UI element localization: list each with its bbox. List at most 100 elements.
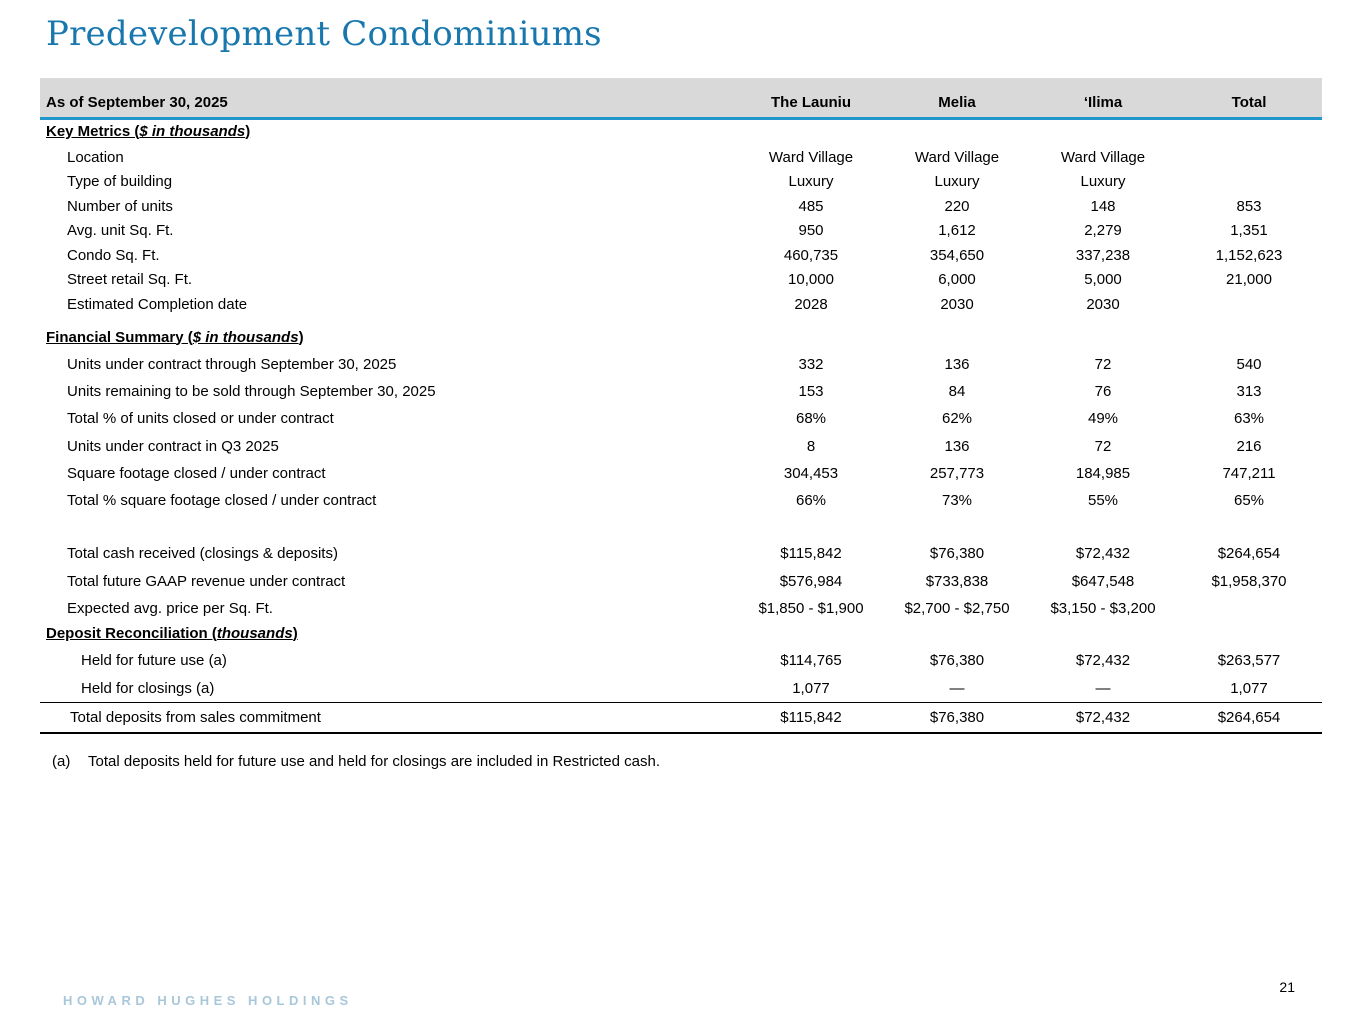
cell-value: 460,735 (783, 246, 839, 264)
cell-value: $72,432 (1075, 545, 1131, 563)
table-row: Estimated Completion date 2028 2030 2030 (40, 292, 1322, 317)
cell-value: Ward Village (914, 148, 1000, 166)
cell-value: $72,432 (1075, 652, 1131, 670)
cell-value: $1,958,370 (1211, 572, 1287, 590)
cell-value: 49% (1087, 410, 1119, 428)
cell-value: Ward Village (768, 148, 854, 166)
table-row: Location Ward Village Ward Village Ward … (40, 145, 1322, 170)
cell-value: $1,850 - $1,900 (758, 600, 864, 618)
row-label: Condo Sq. Ft. (67, 246, 160, 264)
row-label: Total % of units closed or under contrac… (67, 410, 334, 428)
cell-value: $115,842 (780, 545, 842, 563)
cell-value: 55% (1087, 492, 1119, 510)
cell-value: 84 (948, 382, 966, 400)
table-row: Total % square footage closed / under co… (40, 487, 1322, 514)
cell-value: $576,984 (779, 572, 843, 590)
section-heading-financial-summary: Financial Summary ($ in thousands) (40, 326, 1322, 351)
heading-italic-text: $ in thousands (139, 123, 246, 140)
cell-value: 68% (795, 410, 827, 428)
cell-value: 1,077 (1230, 679, 1268, 697)
cell-value: 950 (798, 222, 824, 240)
section-deposit-reconciliation: Deposit Reconciliation (thousands) Held … (40, 622, 1322, 734)
cell-value: 1,152,623 (1215, 246, 1283, 264)
cell-value: 2030 (940, 295, 974, 313)
column-header-melia: Melia (938, 94, 976, 111)
cell-value: 136 (944, 355, 970, 373)
cell-value: Luxury (788, 173, 834, 191)
cell-value: 337,238 (1075, 246, 1131, 264)
cell-value: 21,000 (1226, 271, 1272, 289)
column-header-ilima: ‘Ilima (1083, 94, 1123, 111)
row-label: Street retail Sq. Ft. (67, 271, 193, 289)
table-row: Units under contract in Q3 2025 8 136 72… (40, 432, 1322, 459)
row-label: Location (67, 148, 124, 166)
row-label: Estimated Completion date (67, 295, 248, 313)
footnote: (a) Total deposits held for future use a… (52, 753, 660, 770)
cell-value: $647,548 (1071, 572, 1135, 590)
cell-value: 540 (1236, 355, 1262, 373)
table-row: Condo Sq. Ft. 460,735 354,650 337,238 1,… (40, 243, 1322, 268)
row-label: Expected avg. price per Sq. Ft. (67, 600, 273, 618)
cell-value: 1,077 (792, 679, 830, 697)
row-label: Total future GAAP revenue under contract (67, 572, 346, 590)
footnote-text: Total deposits held for future use and h… (88, 753, 660, 770)
table-row: Units remaining to be sold through Septe… (40, 378, 1322, 405)
table-row: Expected avg. price per Sq. Ft. $1,850 -… (40, 595, 1322, 622)
row-label: Number of units (67, 197, 173, 215)
cell-value: 853 (1236, 197, 1262, 215)
heading-text: Key Metrics ( (46, 123, 140, 140)
row-label: Avg. unit Sq. Ft. (67, 222, 174, 240)
cell-value: 72 (1094, 355, 1112, 373)
cell-value: $72,432 (1075, 708, 1131, 726)
cell-value: 1,612 (938, 222, 976, 240)
row-label: Held for future use (a) (81, 652, 227, 670)
table-row: Held for future use (a) $114,765 $76,380… (40, 647, 1322, 674)
section-key-metrics: Key Metrics ($ in thousands) Location Wa… (40, 120, 1322, 317)
section-financial-summary: Financial Summary ($ in thousands) Units… (40, 326, 1322, 623)
cell-value: 304,453 (783, 464, 839, 482)
heading-italic-text: $ in thousands (192, 328, 299, 346)
cell-value: — (1095, 679, 1111, 697)
table-row: Total % of units closed or under contrac… (40, 405, 1322, 432)
cell-value: Luxury (934, 173, 980, 191)
cell-value: 354,650 (929, 246, 985, 264)
heading-italic-text: thousands (216, 625, 293, 643)
cell-value: 257,773 (929, 464, 985, 482)
column-header-the-launiu: The Launiu (771, 94, 851, 111)
cell-value: $264,654 (1217, 545, 1281, 563)
cell-value: 2,279 (1084, 222, 1122, 240)
cell-value: 332 (798, 355, 824, 373)
table-row: Street retail Sq. Ft. 10,000 6,000 5,000… (40, 268, 1322, 293)
table-row-total: Total deposits from sales commitment $11… (40, 701, 1322, 734)
cell-value: 1,351 (1230, 222, 1268, 240)
row-label: Total cash received (closings & deposits… (67, 545, 338, 563)
row-label: Total % square footage closed / under co… (67, 492, 377, 510)
cell-value: — (949, 679, 965, 697)
heading-text: ) (292, 625, 298, 643)
cell-value: $264,654 (1217, 708, 1281, 726)
table-row: Held for closings (a) 1,077 — — 1,077 (40, 674, 1322, 701)
cell-value: 63% (1233, 410, 1265, 428)
cell-value: 2028 (794, 295, 828, 313)
cell-value: 62% (941, 410, 973, 428)
cell-value: 747,211 (1222, 464, 1276, 482)
cell-value: 2030 (1086, 295, 1120, 313)
table-row: Avg. unit Sq. Ft. 950 1,612 2,279 1,351 (40, 219, 1322, 244)
heading-text: ) (245, 123, 251, 140)
cell-value: 10,000 (788, 271, 834, 289)
row-label: Units remaining to be sold through Septe… (67, 382, 436, 400)
cell-value: 73% (941, 492, 973, 510)
row-label: Square footage closed / under contract (67, 464, 326, 482)
heading-text: Deposit Reconciliation ( (46, 625, 217, 643)
cell-value: 313 (1236, 382, 1262, 400)
row-label: Type of building (67, 173, 173, 191)
row-label: Units under contract through September 3… (67, 355, 397, 373)
cell-value: 5,000 (1084, 271, 1122, 289)
table-row: Total cash received (closings & deposits… (40, 540, 1322, 567)
page-number: 21 (1279, 979, 1295, 995)
heading-text: ) (298, 328, 304, 346)
cell-value: Luxury (1080, 173, 1126, 191)
cell-value: $115,842 (780, 708, 842, 726)
cell-value: 65% (1233, 492, 1265, 510)
cell-value: $114,765 (780, 652, 842, 670)
